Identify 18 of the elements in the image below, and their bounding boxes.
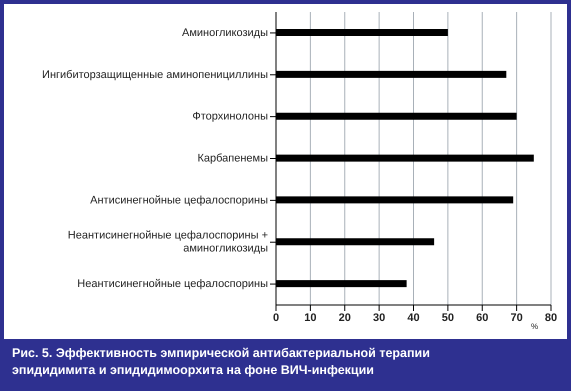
y-tick-label: Неантисинегнойные цефалоспорины + аминогликозиды [68, 230, 268, 255]
y-tick-label: Фторхинолоны [192, 110, 268, 123]
x-tick-label: 60 [476, 312, 488, 324]
x-tick-label: 50 [442, 312, 454, 324]
y-tick-label: Карбапенемы [197, 152, 268, 164]
x-tick-label: 80 [544, 312, 558, 324]
x-tick-label: 70 [510, 312, 523, 324]
x-tick-label: 10 [304, 312, 316, 324]
y-tick-label: Неантисинегнойные цефалоспорины [77, 278, 268, 290]
x-tick-label: 20 [338, 312, 351, 324]
text: Рис. 5. Эффективность эмпирической антибактериальной терапии эпидидимита и эпидидимоорхита на фоне ВИЧ-инфекции [11, 345, 431, 379]
y-tick-label: Аминогликозиды [182, 26, 268, 39]
x-tick-label: 30 [373, 312, 386, 324]
y-tick-label: Антисинегнойные цефалоспорины [90, 194, 268, 206]
x-tick-label: 0 [272, 312, 280, 324]
x-axis-title: % [531, 322, 538, 331]
x-tick-label: 40 [407, 312, 420, 324]
y-tick-label: Ингибиторзащищенные аминопенициллины [42, 68, 268, 81]
